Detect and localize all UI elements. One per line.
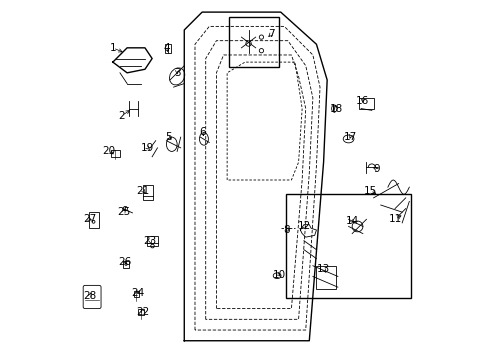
Text: 3: 3 [174, 68, 180, 78]
Text: 13: 13 [317, 264, 330, 274]
Text: 9: 9 [374, 164, 380, 174]
Text: 2: 2 [119, 111, 125, 121]
Text: 17: 17 [344, 132, 357, 142]
Bar [165, 44, 171, 53]
Text: 28: 28 [83, 291, 96, 301]
Text: 1: 1 [110, 43, 116, 53]
Text: 8: 8 [283, 225, 290, 235]
Bar [317, 266, 336, 289]
Text: 16: 16 [356, 96, 369, 107]
Text: 24: 24 [131, 288, 145, 297]
Bar [138, 309, 144, 315]
Bar [143, 185, 153, 200]
Bar [89, 212, 98, 228]
Text: 6: 6 [199, 127, 205, 137]
Text: 19: 19 [141, 143, 154, 153]
Text: 11: 11 [389, 214, 402, 224]
Text: 22: 22 [137, 307, 150, 317]
Text: 25: 25 [117, 207, 130, 217]
Bar [134, 292, 139, 297]
Text: 14: 14 [345, 216, 359, 226]
Text: 27: 27 [83, 214, 96, 224]
Text: 21: 21 [137, 186, 150, 196]
Text: 20: 20 [103, 147, 116, 157]
Bar [123, 261, 129, 267]
Bar [111, 150, 120, 157]
Bar [359, 98, 373, 109]
Text: 5: 5 [165, 132, 172, 142]
Text: 26: 26 [119, 257, 132, 267]
Bar [147, 236, 158, 246]
Text: 23: 23 [144, 236, 157, 246]
Text: 18: 18 [329, 104, 343, 113]
Text: 7: 7 [269, 28, 275, 39]
Text: 15: 15 [364, 186, 377, 196]
Text: 12: 12 [297, 221, 311, 231]
Text: 10: 10 [272, 270, 286, 280]
Text: 4: 4 [163, 43, 170, 53]
